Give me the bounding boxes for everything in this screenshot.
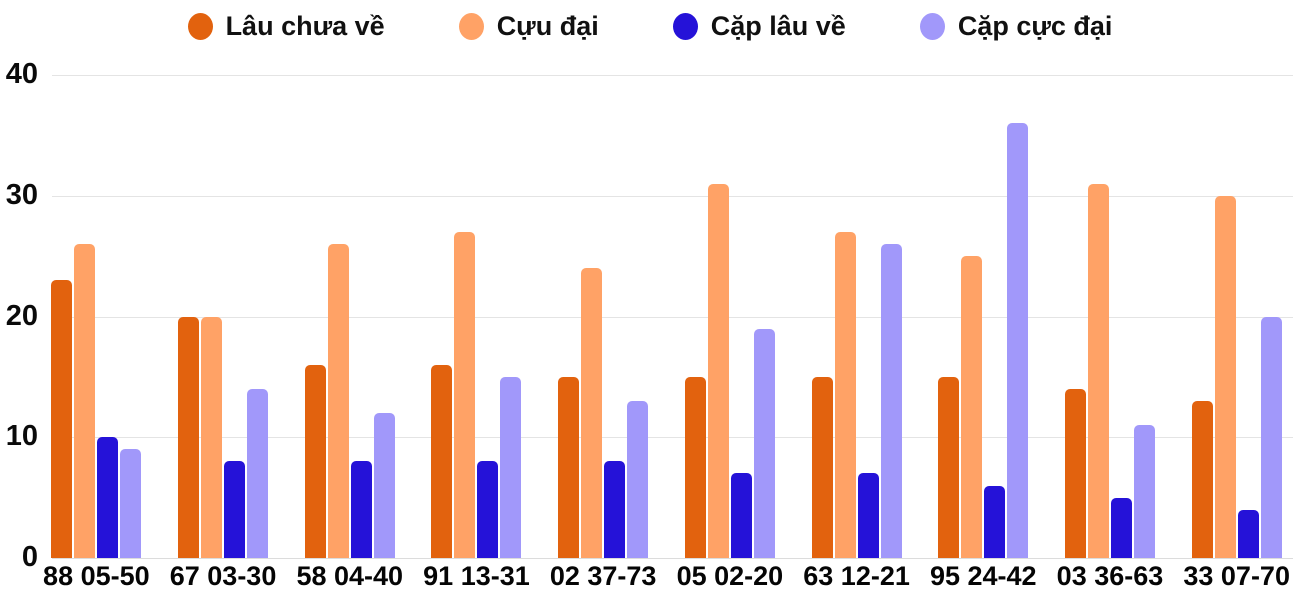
x-tick-label: 63 12-21 xyxy=(803,561,910,591)
y-tick-label: 40 xyxy=(5,58,38,90)
bar-cặp-lâu-về xyxy=(224,461,246,558)
bar-lâu-chưa-về xyxy=(1191,401,1213,558)
bar-lâu-chưa-về xyxy=(811,376,833,558)
y-tick-label: 30 xyxy=(5,178,38,211)
x-tick-label: 58 04-40 xyxy=(296,561,404,591)
bar-group-91-13-31 xyxy=(413,75,540,558)
bar-cựu-đại xyxy=(1087,183,1109,558)
bar-cặp-cực-đại xyxy=(500,376,522,558)
bar-cặp-cực-đại xyxy=(247,388,269,558)
gridline xyxy=(52,195,1293,197)
bar-cựu-đại xyxy=(327,244,349,558)
x-tick-label: 33 07-70 xyxy=(1183,561,1290,591)
bar-cựu-đại xyxy=(707,183,729,558)
bar-group-58-04-40 xyxy=(286,75,413,558)
x-tick-label: 95 24-42 xyxy=(929,561,1037,591)
bar-lâu-chưa-về xyxy=(304,364,326,558)
bar-cựu-đại xyxy=(1214,195,1236,558)
bar-cặp-lâu-về xyxy=(477,461,499,558)
bar-cặp-lâu-về xyxy=(1237,509,1259,558)
x-tick-label: 67 03-30 xyxy=(169,561,277,591)
legend-swatch-icon xyxy=(672,12,698,40)
bar-cặp-lâu-về xyxy=(984,485,1006,558)
bar-lâu-chưa-về xyxy=(178,316,200,558)
bar-cặp-lâu-về xyxy=(857,473,879,558)
bar-group-67-03-30 xyxy=(160,75,287,558)
legend-label: Cặp lâu về xyxy=(710,10,846,41)
bar-group-88-05-50 xyxy=(33,75,160,558)
bar-cặp-cực-đại xyxy=(120,449,142,558)
bar-cựu-đại xyxy=(581,268,603,558)
y-tick-label: 0 xyxy=(21,541,38,573)
bar-cặp-cực-đại xyxy=(880,244,902,558)
bar-cựu-đại xyxy=(961,256,983,558)
x-axis: 88 05-50 67 03-30 58 04-40 91 13-31 02 37-73… xyxy=(33,561,1300,592)
bar-cặp-lâu-về xyxy=(604,461,626,558)
legend-item-1[interactable]: Lâu chưa về xyxy=(187,10,385,42)
bar-group-03-36-63 xyxy=(1047,75,1174,558)
bar-group-95-24-42 xyxy=(920,75,1047,558)
y-tick-label: 10 xyxy=(5,420,38,453)
x-tick-label: 02 37-73 xyxy=(549,561,657,591)
x-axis-baseline xyxy=(52,558,1293,559)
bar-cựu-đại xyxy=(74,244,96,558)
bar-lâu-chưa-về xyxy=(558,376,580,558)
legend-item-4[interactable]: Cặp cực đại xyxy=(919,10,1113,42)
bar-cặp-cực-đại xyxy=(753,328,775,558)
bar-lâu-chưa-về xyxy=(1064,388,1086,558)
bar-cặp-cực-đại xyxy=(373,413,395,558)
chart-legend: Lâu chưa về Cựu đại Cặp lâu về Cặp cực đại xyxy=(0,6,1300,46)
bar-cựu-đại xyxy=(201,316,223,558)
legend-label: Cựu đại xyxy=(496,10,599,41)
bar-lâu-chưa-về xyxy=(938,376,960,558)
bar-group-63-12-21 xyxy=(793,75,920,558)
gridline xyxy=(52,316,1293,318)
x-tick-label: 05 02-20 xyxy=(676,561,784,591)
legend-label: Cặp cực đại xyxy=(957,10,1113,41)
legend-item-3[interactable]: Cặp lâu về xyxy=(672,10,846,42)
legend-swatch-icon xyxy=(187,12,213,40)
gridline xyxy=(52,437,1293,439)
y-tick-label: 20 xyxy=(5,299,38,332)
legend-label: Lâu chưa về xyxy=(225,10,385,41)
x-tick-label: 91 13-31 xyxy=(423,561,530,591)
bar-cựu-đại xyxy=(834,231,856,558)
bar-cặp-lâu-về xyxy=(1110,497,1132,558)
bar-lâu-chưa-về xyxy=(431,364,453,558)
gridline xyxy=(52,75,1293,76)
x-tick-label: 03 36-63 xyxy=(1056,561,1164,591)
bar-lâu-chưa-về xyxy=(684,376,706,558)
bar-cặp-cực-đại xyxy=(1133,425,1155,558)
bar-cặp-lâu-về xyxy=(97,437,119,558)
bar-group-33-07-70 xyxy=(1173,75,1300,558)
bar-cặp-lâu-về xyxy=(730,473,752,558)
bar-cặp-lâu-về xyxy=(350,461,372,558)
x-tick-label: 88 05-50 xyxy=(43,561,150,591)
bar-cựu-đại xyxy=(454,231,476,558)
bar-cặp-cực-đại xyxy=(1007,123,1029,558)
legend-swatch-icon xyxy=(458,12,484,40)
legend-item-2[interactable]: Cựu đại xyxy=(458,10,599,42)
bar-group-05-02-20 xyxy=(667,75,794,558)
bar-group-02-37-73 xyxy=(540,75,667,558)
plot-area xyxy=(33,75,1300,558)
bar-cặp-cực-đại xyxy=(1260,316,1282,558)
bar-lâu-chưa-về xyxy=(51,280,73,558)
bar-cặp-cực-đại xyxy=(627,401,649,558)
legend-swatch-icon xyxy=(919,12,945,40)
